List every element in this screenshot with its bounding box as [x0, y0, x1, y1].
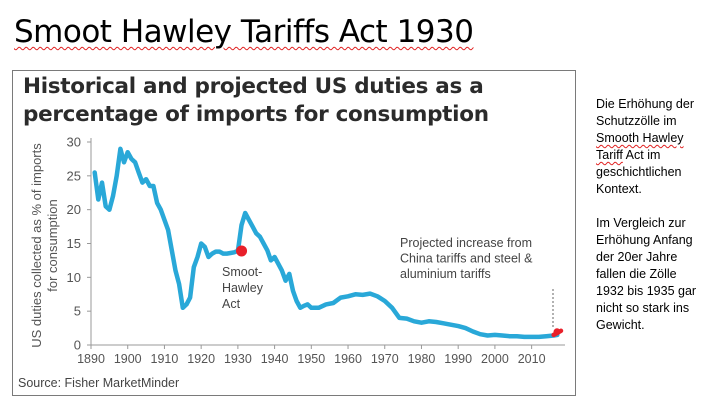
x-tick-label: 1890 — [77, 352, 105, 366]
y-tick-label: 25 — [67, 168, 81, 183]
side-text: Die Erhöhung der Schutzzölle im Smooth H… — [596, 96, 704, 351]
chart-frame: Historical and projected US duties as a … — [12, 70, 576, 396]
y-tick-label: 30 — [67, 135, 81, 150]
x-tick-label: 1950 — [297, 352, 325, 366]
x-tick-label: 2010 — [518, 352, 546, 366]
projection-annotation: Projected increase from China tariffs and… — [400, 236, 533, 281]
side-paragraph-2: Im Vergleich zur Erhöhung Anfang der 20e… — [596, 216, 697, 332]
x-tick-label: 1960 — [334, 352, 362, 366]
projection-marker — [553, 328, 561, 336]
x-tick-label: 1940 — [261, 352, 289, 366]
chart-title: Historical and projected US duties as a … — [23, 74, 489, 127]
smoot-hawley-annotation: Smoot-Hawley Act — [222, 265, 264, 311]
x-tick-label: 1920 — [187, 352, 215, 366]
side-paragraph-1: Die Erhöhung der Schutzzölle im Smooth H… — [596, 97, 694, 196]
x-tick-label: 2000 — [481, 352, 509, 366]
x-tick-label: 1930 — [224, 352, 252, 366]
x-tick-label: 1910 — [151, 352, 179, 366]
chart-source: Source: Fisher MarketMinder — [18, 376, 179, 390]
x-tick-label: 1990 — [444, 352, 472, 366]
y-tick-label: 15 — [67, 236, 81, 251]
x-tick-label: 1970 — [371, 352, 399, 366]
line-chart: 0 5 10 15 20 25 30 1890 1900 1910 1920 1930 1940 1950… — [18, 135, 565, 390]
x-tick-label: 1980 — [408, 352, 436, 366]
series-line-duties — [92, 146, 560, 340]
slide-title: Smoot Hawley Tariffs Act 1930 — [14, 14, 474, 50]
y-tick-label: 20 — [67, 202, 81, 217]
y-axis-label: US duties collected as % of importsfor c… — [29, 143, 60, 348]
slide-title-text: Smoot Hawley Tariffs Act 1930 — [14, 14, 474, 50]
x-tick-label: 1900 — [114, 352, 142, 366]
y-tick-label: 10 — [67, 270, 81, 285]
smoot-hawley-marker — [236, 245, 248, 257]
y-tick-label: 0 — [74, 338, 81, 353]
y-tick-label: 5 — [74, 304, 81, 319]
side-highlight: Smooth Hawley Tariff — [596, 131, 684, 162]
